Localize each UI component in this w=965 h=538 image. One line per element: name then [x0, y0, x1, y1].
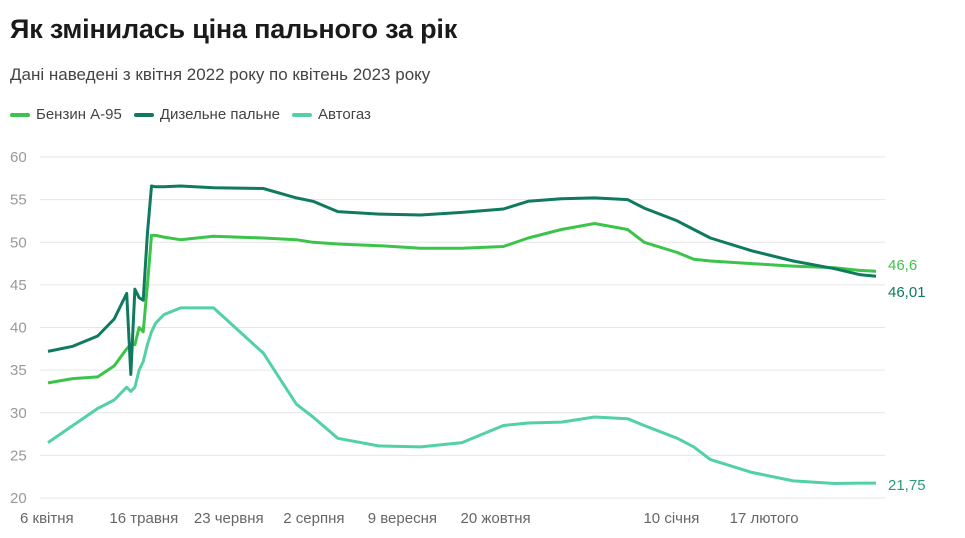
x-tick-label: 6 квітня — [20, 510, 74, 527]
y-tick-label: 30 — [10, 405, 27, 422]
series-end-label: 46,6 — [888, 257, 917, 274]
y-tick-label: 50 — [10, 234, 27, 251]
x-tick-label: 9 вересня — [368, 510, 437, 527]
y-tick-label: 60 — [10, 149, 27, 166]
x-tick-label: 10 січня — [643, 510, 699, 527]
y-tick-label: 20 — [10, 490, 27, 507]
series-end-label: 46,01 — [888, 284, 926, 301]
series-line[interactable] — [47, 222, 877, 385]
chart-title: Як змінилась ціна пального за рік — [10, 14, 458, 44]
x-tick-label: 16 травня — [109, 510, 178, 527]
legend-label-diesel: Дизельне пальне — [159, 106, 280, 123]
series-lines — [47, 184, 877, 485]
legend-item-diesel[interactable]: Дизельне пальне — [133, 106, 280, 123]
legend-label-autogas: Автогаз — [318, 106, 371, 123]
x-tick-label: 20 жовтня — [460, 510, 530, 527]
y-tick-label: 35 — [10, 362, 27, 379]
y-tick-label: 45 — [10, 277, 27, 294]
legend-swatch-petrol-icon — [10, 112, 30, 117]
y-tick-label: 40 — [10, 320, 27, 337]
x-tick-label: 2 серпня — [283, 510, 344, 527]
series-line[interactable] — [47, 306, 876, 485]
legend-label-petrol: Бензин А-95 — [36, 106, 122, 123]
legend-swatch-autogas-icon — [292, 112, 312, 117]
chart-legend: Бензин А-95 Дизельне пальне Автогаз — [10, 106, 383, 123]
series-line[interactable] — [47, 184, 877, 376]
series-end-label: 21,75 — [888, 477, 926, 494]
end-labels: 46,6 46,01 21,75 — [888, 257, 926, 494]
x-tick-label: 17 лютого — [730, 510, 799, 527]
y-axis: 20 25 30 35 40 45 50 55 60 — [10, 149, 27, 507]
grid-lines — [40, 156, 885, 499]
legend-item-autogas[interactable]: Автогаз — [292, 106, 371, 123]
y-tick-label: 25 — [10, 447, 27, 464]
x-tick-label: 23 червня — [194, 510, 264, 527]
legend-item-petrol[interactable]: Бензин А-95 — [10, 106, 122, 123]
chart-subtitle: Дані наведені з квітня 2022 року по квіт… — [10, 65, 431, 84]
legend-swatch-diesel-icon — [133, 112, 154, 117]
x-axis: 6 квітня 16 травня 23 червня 2 серпня 9 вере… — [20, 510, 799, 527]
y-tick-label: 55 — [10, 192, 27, 209]
